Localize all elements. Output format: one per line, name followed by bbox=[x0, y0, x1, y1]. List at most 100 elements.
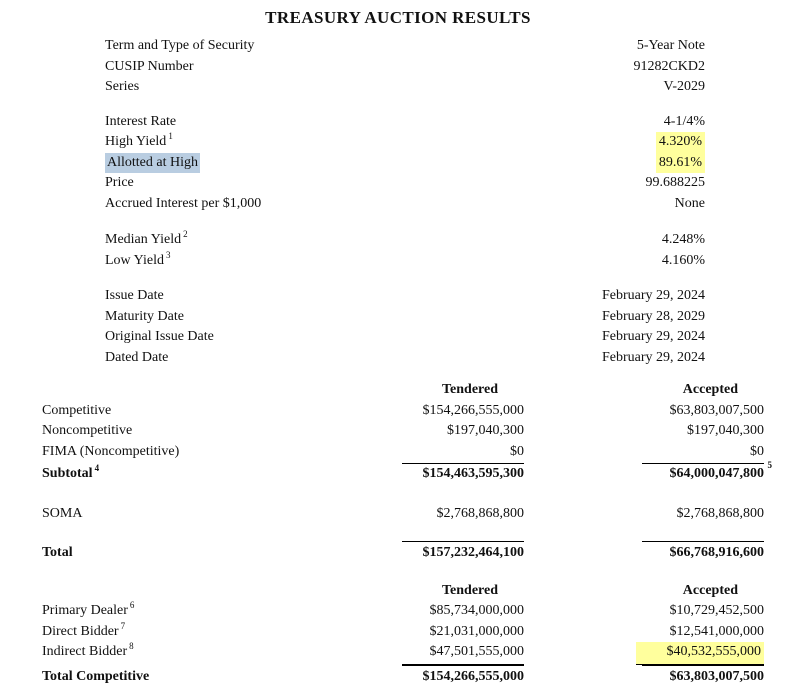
page-title: TREASURY AUCTION RESULTS bbox=[265, 8, 531, 27]
subtotal-label: Subtotal 4 bbox=[42, 463, 100, 481]
term-type-value: 5-Year Note bbox=[636, 38, 705, 53]
footnote-3: 3 bbox=[165, 249, 171, 260]
footnote-7: 7 bbox=[120, 620, 126, 631]
total-row: Total $157,232,464,100 $66,768,916,600 bbox=[42, 541, 764, 564]
indirect-bidder-tendered: $47,501,555,000 bbox=[324, 642, 524, 665]
series-label: Series bbox=[105, 79, 140, 94]
allotted-at-high-row: Allotted at High 89.61% bbox=[105, 152, 705, 173]
maturity-date-label: Maturity Date bbox=[105, 308, 184, 324]
footnote-4: 4 bbox=[94, 463, 100, 474]
yields-section: Median Yield 2 4.248% Low Yield 3 4.160% bbox=[105, 230, 705, 271]
dated-date-row: Dated Date February 29, 2024 bbox=[105, 348, 705, 369]
issue-date-row: Issue Date February 29, 2024 bbox=[105, 286, 705, 307]
accepted-column-header: Accepted bbox=[682, 582, 738, 598]
maturity-date-row: Maturity Date February 28, 2029 bbox=[105, 307, 705, 328]
issue-date-label: Issue Date bbox=[105, 288, 164, 303]
soma-label: SOMA bbox=[42, 505, 83, 521]
direct-bidder-label: Direct Bidder 7 bbox=[42, 620, 126, 639]
accrued-interest-label: Accrued Interest per $1,000 bbox=[105, 195, 262, 211]
noncompetitive-label: Noncompetitive bbox=[42, 423, 133, 438]
soma-tendered: $2,768,868,800 bbox=[436, 505, 525, 521]
fima-row: FIMA (Noncompetitive) $0 $0 bbox=[42, 442, 764, 464]
bidder-table: Tendered Accepted Primary Dealer 6 $85,73… bbox=[42, 581, 764, 687]
competitive-row: Competitive $154,266,555,000 $63,803,007… bbox=[42, 401, 764, 422]
high-yield-row: High Yield 1 4.320% bbox=[105, 132, 705, 153]
footnote-8: 8 bbox=[129, 641, 134, 652]
fima-label: FIMA (Noncompetitive) bbox=[42, 443, 180, 459]
total-tendered: $157,232,464,100 bbox=[324, 541, 524, 564]
original-issue-date-row: Original Issue Date February 29, 2024 bbox=[105, 327, 705, 348]
total-competitive-label: Total Competitive bbox=[42, 668, 150, 684]
median-yield-label: Median Yield 2 bbox=[105, 229, 188, 247]
allocation-table-header: Tendered Accepted bbox=[42, 380, 764, 401]
price-row: Price 99.688225 bbox=[105, 173, 705, 194]
indirect-bidder-row: Indirect Bidder 8 $47,501,555,000 $40,532… bbox=[42, 642, 764, 665]
competitive-label: Competitive bbox=[42, 402, 112, 418]
term-type-label: Term and Type of Security bbox=[105, 38, 255, 53]
term-type-row: Term and Type of Security 5-Year Note bbox=[105, 36, 705, 57]
primary-dealer-label: Primary Dealer 6 bbox=[42, 600, 135, 618]
interest-rate-value: 4-1/4% bbox=[663, 113, 705, 129]
noncompetitive-row: Noncompetitive $197,040,300 $197,040,300 bbox=[42, 421, 764, 442]
footnote-2: 2 bbox=[183, 229, 188, 240]
direct-bidder-accepted: $12,541,000,000 bbox=[669, 623, 765, 639]
total-competitive-tendered: $154,266,555,000 bbox=[324, 664, 524, 687]
dates-section: Issue Date February 29, 2024 Maturity Da… bbox=[105, 286, 705, 368]
price-value: 99.688225 bbox=[645, 175, 706, 190]
fima-accepted: $0 bbox=[524, 442, 764, 464]
total-accepted: $66,768,916,600 bbox=[524, 541, 764, 564]
high-yield-label: High Yield 1 bbox=[105, 131, 173, 149]
rates-section: Interest Rate 4-1/4% High Yield 1 4.320% … bbox=[105, 112, 705, 215]
allocation-table: Tendered Accepted Competitive $154,266,5… bbox=[42, 380, 773, 564]
allotted-at-high-label: Allotted at High bbox=[105, 152, 200, 173]
footnote-1: 1 bbox=[168, 131, 173, 142]
direct-bidder-row: Direct Bidder 7 $21,031,000,000 $12,541,0… bbox=[42, 620, 765, 643]
allotted-at-high-value: 89.61% bbox=[655, 152, 705, 173]
series-value: V-2029 bbox=[663, 79, 706, 94]
subtotal-row: Subtotal 4 $154,463,595,300 $64,000,047,8… bbox=[42, 460, 773, 485]
subtotal-tendered: $154,463,595,300 bbox=[422, 466, 525, 481]
bidder-table-header: Tendered Accepted bbox=[42, 581, 764, 602]
low-yield-label: Low Yield 3 bbox=[105, 249, 171, 268]
original-issue-date-value: February 29, 2024 bbox=[601, 329, 705, 344]
accrued-interest-row: Accrued Interest per $1,000 None bbox=[105, 194, 705, 215]
interest-rate-label: Interest Rate bbox=[105, 113, 177, 129]
total-competitive-accepted: $63,803,007,500 bbox=[524, 664, 764, 687]
subtotal-accepted: $64,000,047,800 5 bbox=[669, 460, 773, 482]
cusip-label: CUSIP Number bbox=[105, 58, 194, 74]
primary-dealer-row: Primary Dealer 6 $85,734,000,000 $10,729,… bbox=[42, 601, 764, 622]
indirect-bidder-label: Indirect Bidder 8 bbox=[42, 641, 134, 659]
direct-bidder-tendered: $21,031,000,000 bbox=[429, 623, 525, 639]
noncompetitive-tendered: $197,040,300 bbox=[447, 423, 524, 438]
low-yield-value: 4.160% bbox=[661, 252, 705, 268]
noncompetitive-accepted: $197,040,300 bbox=[687, 423, 764, 438]
series-row: Series V-2029 bbox=[105, 77, 705, 98]
total-label: Total bbox=[42, 545, 73, 560]
accrued-interest-value: None bbox=[674, 195, 705, 211]
security-section: Term and Type of Security 5-Year Note CU… bbox=[105, 36, 705, 98]
dated-date-value: February 29, 2024 bbox=[601, 349, 705, 365]
soma-accepted: $2,768,868,800 bbox=[676, 505, 765, 521]
low-yield-row: Low Yield 3 4.160% bbox=[105, 249, 705, 272]
primary-dealer-accepted: $10,729,452,500 bbox=[669, 603, 765, 618]
indirect-bidder-accepted: $40,532,555,000 bbox=[524, 642, 764, 665]
interest-rate-row: Interest Rate 4-1/4% bbox=[105, 112, 705, 133]
cusip-value: 91282CKD2 bbox=[633, 58, 705, 74]
competitive-tendered: $154,266,555,000 bbox=[422, 402, 525, 418]
cusip-row: CUSIP Number 91282CKD2 bbox=[105, 57, 705, 78]
high-yield-value: 4.320% bbox=[655, 132, 705, 153]
tendered-column-header: Tendered bbox=[441, 582, 498, 598]
accepted-column-header: Accepted bbox=[682, 382, 738, 397]
median-yield-row: Median Yield 2 4.248% bbox=[105, 230, 705, 251]
maturity-date-value: February 28, 2029 bbox=[601, 308, 705, 324]
soma-row: SOMA $2,768,868,800 $2,768,868,800 bbox=[42, 504, 764, 525]
primary-dealer-tendered: $85,734,000,000 bbox=[429, 603, 525, 618]
median-yield-value: 4.248% bbox=[661, 232, 705, 247]
competitive-accepted: $63,803,007,500 bbox=[669, 402, 765, 418]
issue-date-value: February 29, 2024 bbox=[601, 288, 705, 303]
price-label: Price bbox=[105, 175, 134, 190]
dated-date-label: Dated Date bbox=[105, 349, 169, 365]
fima-tendered: $0 bbox=[324, 442, 524, 464]
original-issue-date-label: Original Issue Date bbox=[105, 329, 214, 344]
